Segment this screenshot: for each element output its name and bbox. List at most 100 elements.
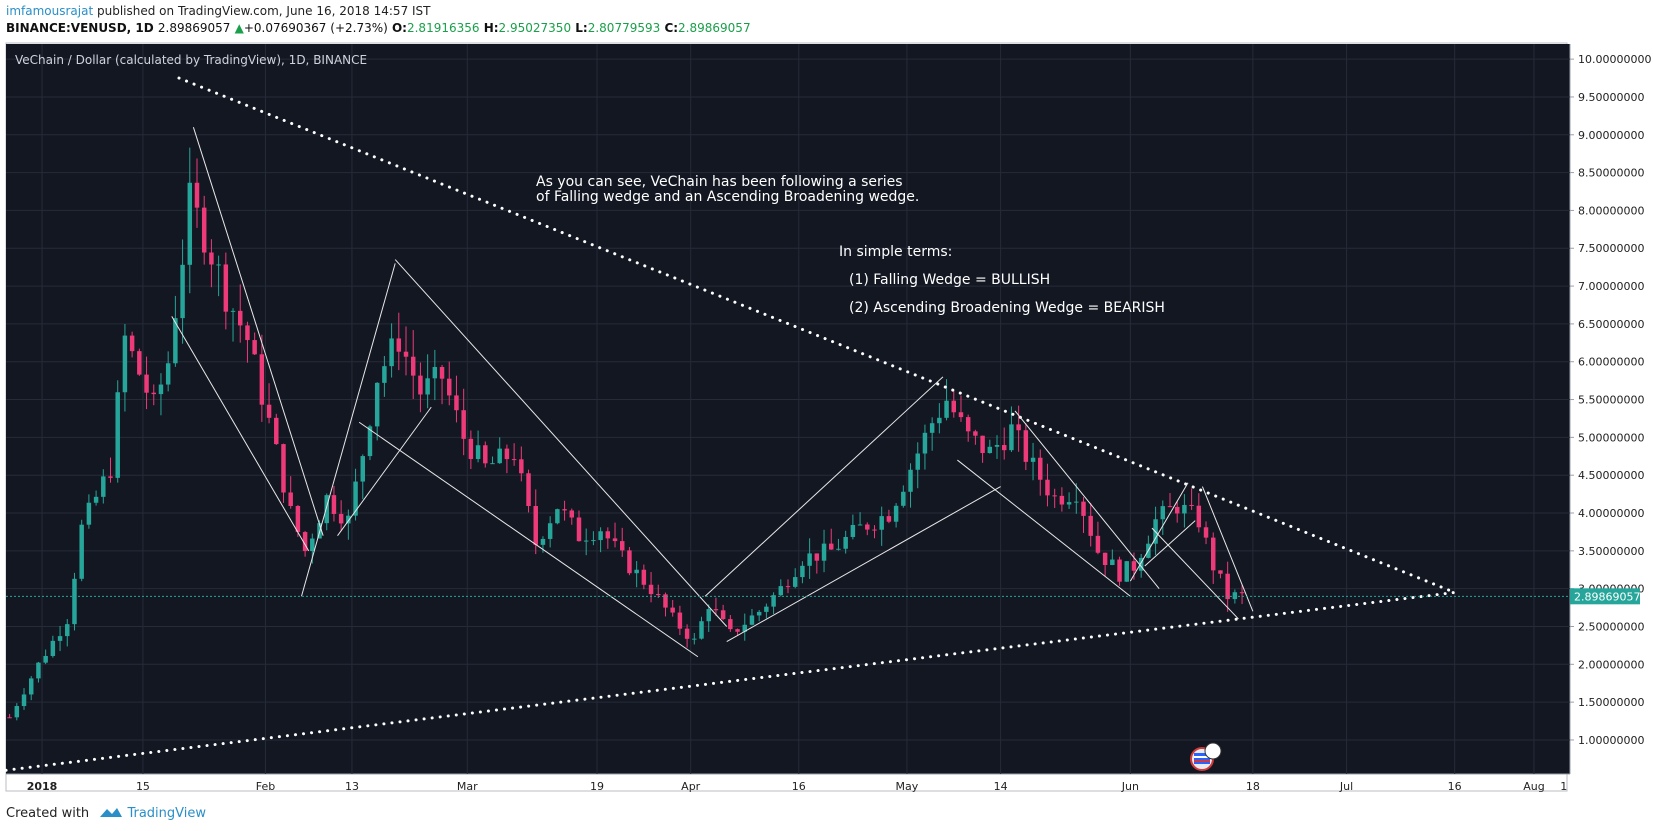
- candle-body: [1211, 537, 1216, 571]
- candle-body: [259, 354, 265, 405]
- y-tick-label: 6.00000000: [1578, 356, 1644, 369]
- open-label: O:: [391, 21, 407, 35]
- candle-body: [836, 548, 841, 550]
- candle-body: [591, 540, 596, 542]
- candle-body: [497, 448, 502, 464]
- candle-body: [1225, 573, 1230, 600]
- candle-body: [540, 538, 546, 545]
- price-axis-area[interactable]: [1570, 44, 1653, 774]
- candle-body: [194, 182, 200, 208]
- x-tick-label: 15: [136, 780, 150, 793]
- candle-body: [958, 412, 964, 418]
- candle-body: [944, 400, 949, 418]
- candle-body: [519, 459, 524, 474]
- candle-body: [418, 375, 423, 395]
- tradingview-logo-icon[interactable]: [99, 805, 123, 819]
- candle-body: [850, 524, 856, 537]
- candle-body: [158, 384, 164, 395]
- candle-body: [1160, 506, 1166, 520]
- candle-body: [1045, 479, 1050, 496]
- candle-body: [771, 595, 776, 607]
- candle-body: [346, 515, 351, 524]
- candle-body: [829, 543, 834, 550]
- candle-body: [692, 638, 697, 640]
- candle-body: [447, 378, 452, 396]
- candle-body: [216, 264, 221, 266]
- candle-body: [1030, 457, 1036, 462]
- x-tick-label: 14: [994, 780, 1008, 793]
- candle-body: [454, 395, 459, 411]
- created-with-text: Created with: [6, 806, 90, 821]
- y-tick-label: 4.00000000: [1578, 507, 1644, 520]
- candle-body: [677, 612, 683, 629]
- candle-body: [929, 423, 935, 433]
- wedge-line: [1014, 410, 1160, 589]
- candle-body: [886, 516, 892, 522]
- candle-body: [526, 473, 531, 507]
- candle-body: [432, 367, 438, 379]
- author-link[interactable]: imfamousrajat: [6, 4, 94, 18]
- wedge-line: [957, 459, 1131, 597]
- x-tick-label: 1: [1560, 780, 1567, 793]
- event-flag-icon[interactable]: [1190, 742, 1222, 771]
- note-line-1: As you can see, VeChain has been followi…: [536, 174, 903, 190]
- plot-area[interactable]: [6, 44, 1570, 774]
- candle-body: [129, 335, 135, 352]
- candle-body: [389, 338, 394, 367]
- candle-body: [461, 410, 466, 439]
- candle-body: [980, 435, 985, 454]
- wedge-line: [1151, 527, 1239, 620]
- symbol-label: BINANCE:VENUSD, 1D: [6, 21, 154, 35]
- candle-body: [937, 417, 942, 424]
- price-change: +0.07690367 (+2.73%): [243, 21, 388, 35]
- candle-body: [137, 351, 142, 375]
- candle-body: [173, 318, 178, 364]
- candle-body: [50, 640, 56, 656]
- candle-body: [1124, 561, 1129, 582]
- wedge-line: [394, 259, 728, 627]
- x-tick-label: Aug: [1523, 780, 1544, 793]
- candle-body: [865, 524, 870, 530]
- candle-body: [1167, 506, 1173, 508]
- tradingview-link[interactable]: TradingView: [127, 806, 206, 821]
- published-text: published on TradingView.com, June 16, 2…: [97, 4, 431, 18]
- candle-body: [1023, 430, 1029, 462]
- candle-body: [598, 531, 603, 541]
- candle-body: [641, 569, 647, 585]
- candle-body: [764, 606, 769, 612]
- y-tick-label: 7.50000000: [1578, 242, 1644, 255]
- candle-body: [915, 453, 920, 470]
- wedge-line: [1201, 486, 1254, 612]
- candle-body: [742, 624, 747, 632]
- candle-body: [706, 609, 711, 622]
- publication-line: imfamousrajat published on TradingView.c…: [6, 4, 431, 18]
- y-tick-label: 2.50000000: [1578, 620, 1644, 633]
- y-tick-label: 8.50000000: [1578, 167, 1644, 180]
- candle-body: [86, 502, 92, 525]
- y-tick-label: 7.00000000: [1578, 280, 1644, 293]
- candle-body: [1232, 592, 1238, 600]
- candle-body: [699, 621, 704, 639]
- y-tick-label: 5.50000000: [1578, 394, 1644, 407]
- candle-body: [1081, 501, 1086, 516]
- y-tick-label: 4.50000000: [1578, 469, 1644, 482]
- candle-body: [908, 469, 913, 492]
- x-tick-label: Jun: [1121, 780, 1139, 793]
- candle-body: [165, 363, 171, 385]
- candle-body: [108, 476, 113, 478]
- candle-body: [1038, 457, 1043, 480]
- y-tick-label: 8.00000000: [1578, 204, 1644, 217]
- note-falling-wedge: (1) Falling Wedge = BULLISH: [849, 272, 1050, 288]
- candle-body: [713, 609, 719, 611]
- candle-body: [857, 524, 863, 526]
- y-tick-label: 1.00000000: [1578, 734, 1644, 747]
- candle-body: [994, 445, 1000, 447]
- candle-body: [1066, 502, 1072, 505]
- candle-body: [475, 445, 481, 460]
- candle-body: [547, 523, 553, 539]
- candle-body: [1189, 504, 1194, 506]
- candle-body: [576, 517, 582, 542]
- candle-body: [410, 356, 416, 376]
- candle-body: [619, 541, 625, 551]
